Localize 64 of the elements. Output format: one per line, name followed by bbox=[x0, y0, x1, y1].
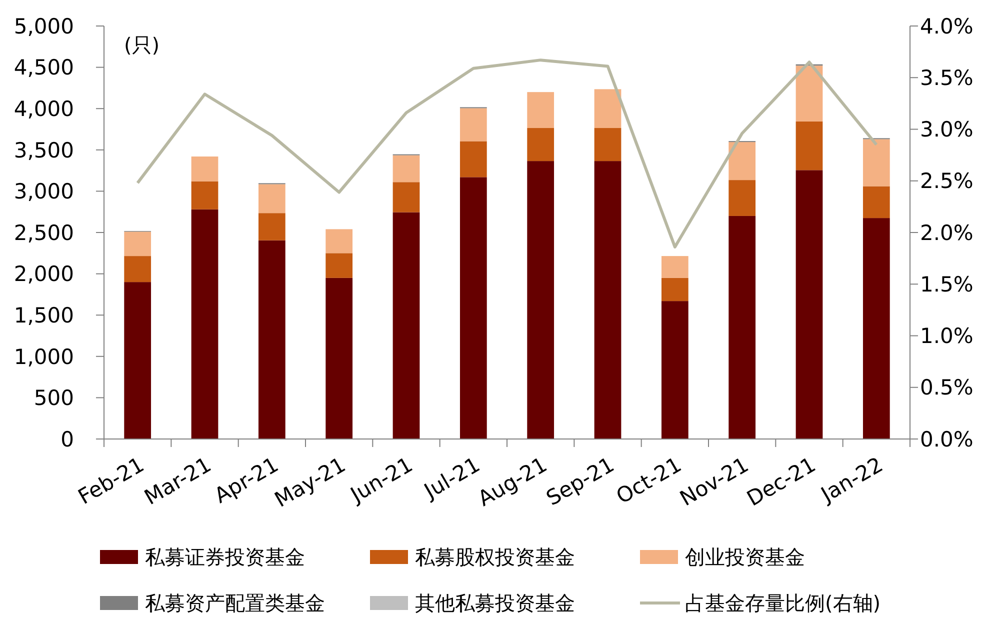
bar bbox=[460, 177, 487, 439]
y2-tick-label: 3.0% bbox=[920, 118, 974, 142]
y2-tick-label: 2.5% bbox=[920, 169, 974, 194]
bar bbox=[191, 209, 218, 439]
bar bbox=[661, 278, 688, 302]
y-axis-title: (只) bbox=[124, 33, 160, 57]
bar bbox=[594, 89, 622, 128]
bar bbox=[661, 256, 688, 278]
bar bbox=[258, 213, 286, 240]
y2-tick-label: 4.0% bbox=[920, 14, 974, 38]
y-tick-label: 2,500 bbox=[14, 220, 74, 245]
bar bbox=[124, 282, 152, 439]
y2-tick-label: 1.5% bbox=[920, 272, 974, 296]
bar bbox=[258, 240, 286, 439]
bar bbox=[862, 218, 890, 439]
legend-label: 占基金存量比例(右轴) bbox=[685, 591, 881, 615]
y2-tick-label: 0.0% bbox=[920, 427, 974, 452]
y-tick-label: 0 bbox=[60, 427, 74, 452]
bar bbox=[124, 256, 152, 282]
line-series bbox=[136, 58, 878, 248]
bar bbox=[326, 253, 353, 278]
bar bbox=[862, 139, 890, 186]
y-tick-label: 3,500 bbox=[14, 138, 74, 162]
y2-tick-label: 1.0% bbox=[920, 324, 974, 348]
bar bbox=[124, 232, 152, 256]
bar bbox=[796, 121, 823, 170]
bar bbox=[796, 66, 823, 122]
y-tick-label: 1,000 bbox=[14, 344, 74, 369]
bar bbox=[460, 141, 487, 178]
bar bbox=[661, 301, 688, 439]
y-tick-label: 500 bbox=[34, 386, 74, 410]
bar bbox=[862, 186, 890, 218]
bar bbox=[527, 128, 554, 162]
bar bbox=[527, 161, 554, 439]
y-tick-label: 5,000 bbox=[14, 14, 74, 38]
bar bbox=[191, 156, 218, 182]
y2-tick-label: 0.5% bbox=[920, 376, 974, 400]
bar bbox=[392, 155, 420, 182]
bar bbox=[594, 161, 622, 439]
bar bbox=[392, 212, 420, 439]
bar bbox=[728, 180, 756, 216]
bar bbox=[796, 170, 823, 439]
y-tick-label: 1,500 bbox=[14, 303, 74, 328]
bar bbox=[594, 128, 622, 162]
bar bbox=[258, 184, 286, 214]
y-tick-label: 4,000 bbox=[14, 96, 74, 121]
y2-tick-label: 3.5% bbox=[920, 66, 974, 90]
legend-label: 私募证券投资基金 bbox=[145, 545, 305, 569]
y-tick-label: 4,500 bbox=[14, 56, 74, 80]
bar bbox=[728, 142, 756, 180]
bar bbox=[326, 229, 353, 254]
legend-label: 其他私募投资基金 bbox=[415, 591, 575, 615]
bar bbox=[326, 278, 353, 439]
bar bbox=[460, 108, 487, 142]
y2-tick-label: 2.0% bbox=[920, 220, 974, 245]
bar bbox=[392, 182, 420, 212]
bar bbox=[527, 92, 554, 128]
legend-label: 创业投资基金 bbox=[685, 545, 805, 569]
y-tick-label: 2,000 bbox=[14, 262, 74, 286]
bar bbox=[191, 181, 218, 210]
legend-label: 私募股权投资基金 bbox=[415, 545, 575, 569]
y-tick-label: 3,000 bbox=[14, 180, 74, 204]
bar bbox=[728, 216, 756, 439]
legend-label: 私募资产配置类基金 bbox=[145, 591, 325, 615]
